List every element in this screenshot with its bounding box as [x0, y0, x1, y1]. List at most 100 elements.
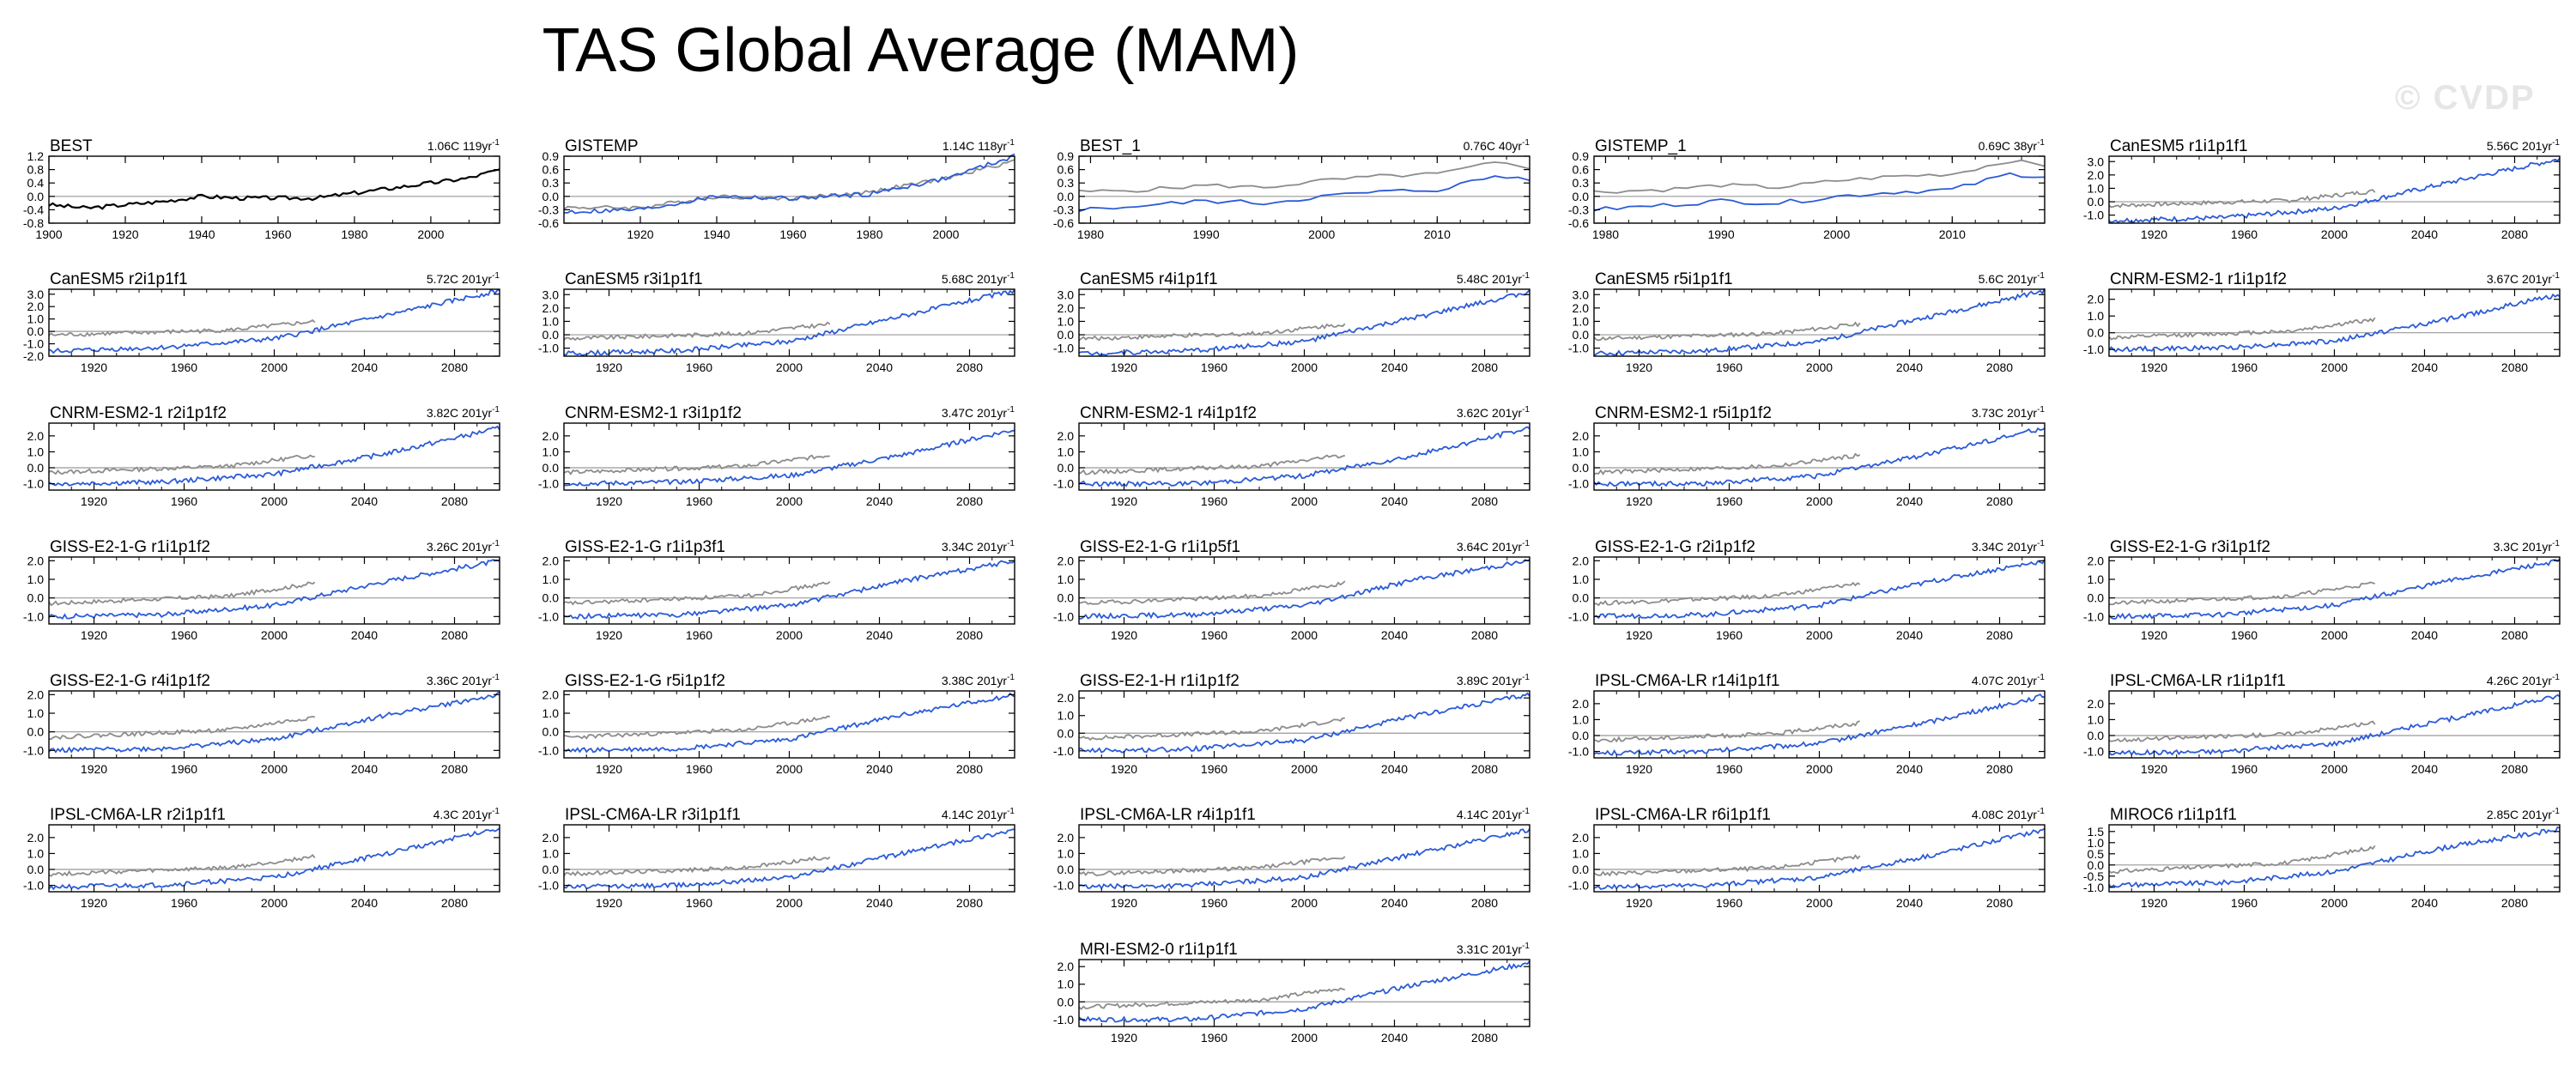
- observation-series-line: [1593, 159, 2046, 194]
- y-tick-label: 0.0: [27, 324, 45, 338]
- time-series-panel: 1920 1960 2000 2040 2080 -1.0 0.0 1.02.0 IPSL-CM…: [23, 806, 500, 910]
- y-tick-label: 0.0: [1058, 461, 1075, 475]
- panel-trend-label: 3.38C 201yr-1: [942, 673, 1015, 687]
- y-tick-label: 1.0: [1058, 709, 1075, 723]
- x-tick-label: 2000: [1806, 896, 1833, 910]
- x-tick-label: 1940: [703, 227, 730, 241]
- panel-plot-area: 1920 1960 2000 2040 2080 -1.0 0.0 1.0 2.0 CNRM-ES…: [1053, 404, 1530, 508]
- x-tick-label: 2080: [1986, 628, 2013, 642]
- y-tick-label: 2.0: [1573, 301, 1590, 315]
- trend-exponent: -1: [492, 539, 500, 548]
- panel-plot-area: 1900 1920 1940 1960 1980 2000 -0.8-0.40.00.40.…: [23, 137, 500, 241]
- panel-plot-area: 1920 1960 2000 2040 2080 -1.0 0.0 1.0 2.0 GISS-E2…: [1568, 538, 2046, 642]
- x-tick-label: 2040: [351, 360, 378, 374]
- y-tick-label: 0.0: [542, 190, 560, 203]
- time-series-panel: 1920 1960 2000 2040 2080 -1.0-0.50.00.51.01.5…: [2083, 806, 2561, 910]
- time-series-panel: 1920 1960 2000 2040 2080 -1.0 0.0 1.0 2.0 CNRM-ES…: [538, 404, 1015, 508]
- plot-frame: [1593, 288, 2046, 357]
- y-tick-label: 2.0: [1058, 831, 1075, 845]
- panel-trend-label: 4.08C 201yr-1: [1972, 807, 2046, 821]
- x-tick-label: 2080: [956, 628, 983, 642]
- y-tick-label: -1.0: [2083, 745, 2104, 759]
- panel-plot-area: 1920 1960 2000 2040 2080 -1.0 0.0 1.0 2.0 CNRM-ES…: [2083, 270, 2561, 374]
- x-tick-label: 2040: [2411, 360, 2438, 374]
- model-series-line: [48, 559, 500, 620]
- plot-frame: [1078, 824, 1530, 893]
- x-tick-label: 1920: [1626, 628, 1652, 642]
- panel-trend-label: 2.85C 201yr-1: [2487, 807, 2561, 821]
- y-tick-label: -0.4: [23, 203, 44, 216]
- panel-title: GISS-E2-1-G r1i1p1f2: [50, 538, 210, 556]
- x-tick-label: 2080: [1986, 494, 2013, 508]
- x-tick-label: 1960: [171, 360, 197, 374]
- panel-trend-label: 1.06C 119yr-1: [427, 138, 500, 153]
- y-tick-label: -1.0: [23, 743, 44, 757]
- model-series-line: [1593, 559, 2046, 620]
- time-series-panel: 1920 1960 2000 2040 2080 -1.0 0.0 1.0 2.0 GISS-E2…: [23, 672, 500, 776]
- panel-title: MRI-ESM2-0 r1i1p1f1: [1080, 941, 1238, 959]
- x-tick-label: 2000: [1291, 896, 1318, 910]
- y-tick-label: 0.0: [1573, 461, 1590, 475]
- y-tick-label: 2.0: [27, 687, 45, 701]
- y-tick-label: 0.0: [1058, 328, 1075, 342]
- y-tick-label: -0.6: [1053, 216, 1074, 230]
- y-tick-label: 1.0: [2088, 572, 2105, 586]
- y-tick-label: -1.0: [2083, 609, 2104, 623]
- time-series-panel: 1920 1960 2000 2040 2080 -1.0 0.0 1.02.0 IPSL-CM…: [1053, 806, 1530, 910]
- x-tick-label: 2010: [1939, 227, 1966, 241]
- y-tick-label: 2.0: [1573, 429, 1590, 443]
- x-tick-label: 2080: [2501, 628, 2528, 642]
- observation-series-line: [48, 318, 316, 337]
- x-tick-label: 2000: [776, 762, 803, 776]
- panel-trend-label: 3.47C 201yr-1: [942, 405, 1015, 420]
- x-tick-label: 2080: [1986, 762, 2013, 776]
- model-series-line: [48, 827, 500, 891]
- panel-title: GISTEMP_1: [1595, 137, 1687, 155]
- y-tick-label: -0.6: [538, 216, 559, 230]
- x-tick-label: 1920: [596, 360, 622, 374]
- trend-exponent: -1: [1522, 942, 1530, 951]
- x-tick-label: 2080: [2501, 360, 2528, 374]
- x-tick-label: 2040: [1381, 628, 1408, 642]
- x-tick-label: 2040: [1381, 896, 1408, 910]
- observation-series-line: [1078, 987, 1346, 1010]
- panel-title: GISTEMP: [565, 137, 639, 155]
- x-tick-label: 2000: [2321, 227, 2348, 241]
- trend-exponent: -1: [492, 807, 500, 816]
- panel-plot-area: 1920 1960 2000 2040 2080 -1.0 0.0 1.02.0 IPSL-CM…: [1568, 672, 2046, 776]
- x-tick-label: 1920: [81, 896, 107, 910]
- observation-series-line: [2108, 581, 2376, 606]
- panel-trend-label: 4.14C 201yr-1: [1457, 807, 1530, 821]
- model-series-line: [1079, 559, 1530, 620]
- x-tick-label: 2080: [1471, 628, 1498, 642]
- x-tick-label: 1960: [1201, 628, 1227, 642]
- x-tick-label: 2080: [441, 896, 468, 910]
- time-series-panel: 1920 1960 2000 2040 2080 -1.0 0.0 1.0 2.0 GISS-E2…: [1568, 538, 2046, 642]
- panel-title: CNRM-ESM2-1 r3i1p1f2: [565, 404, 742, 422]
- observation-series-line: [2108, 317, 2376, 341]
- time-series-panel: 1920 1960 2000 2040 2080 -1.0 0.0 1.0 2.0 GISS-E2…: [2083, 538, 2561, 642]
- x-tick-label: 1920: [112, 227, 138, 241]
- y-tick-label: 0.0: [1058, 190, 1075, 203]
- y-tick-label: 2.0: [1573, 697, 1590, 711]
- y-tick-label: 1.0: [27, 846, 45, 860]
- model-series-line: [563, 153, 1015, 215]
- x-tick-label: 1940: [188, 227, 215, 241]
- x-tick-label: 2080: [441, 762, 468, 776]
- panel-plot-area: 1920 1960 2000 2040 2080 -1.00.01.02.03.0 CanE…: [2083, 137, 2561, 241]
- model-series-line: [1078, 289, 1530, 356]
- x-tick-label: 1920: [596, 628, 622, 642]
- panel-plot-area: 1920 1960 2000 2040 2080 -1.00.01.02.03.0 CanE…: [1568, 270, 2046, 374]
- time-series-panel: 1920 1960 2000 2040 2080 -1.0 0.0 1.02.0 IPSL-CM…: [1568, 806, 2046, 910]
- panel-title: CNRM-ESM2-1 r2i1p1f2: [50, 404, 227, 422]
- x-tick-label: 1920: [1111, 360, 1137, 374]
- x-tick-label: 1960: [2231, 227, 2258, 241]
- trend-exponent: -1: [1007, 539, 1015, 548]
- y-tick-label: 2.0: [1058, 301, 1075, 315]
- x-tick-label: 2000: [1308, 227, 1335, 241]
- y-tick-label: 3.0: [1058, 288, 1075, 301]
- y-tick-label: 1.0: [27, 312, 45, 326]
- x-tick-label: 1920: [1111, 628, 1137, 642]
- y-tick-label: 0.0: [2088, 591, 2105, 605]
- x-tick-label: 2080: [956, 494, 983, 508]
